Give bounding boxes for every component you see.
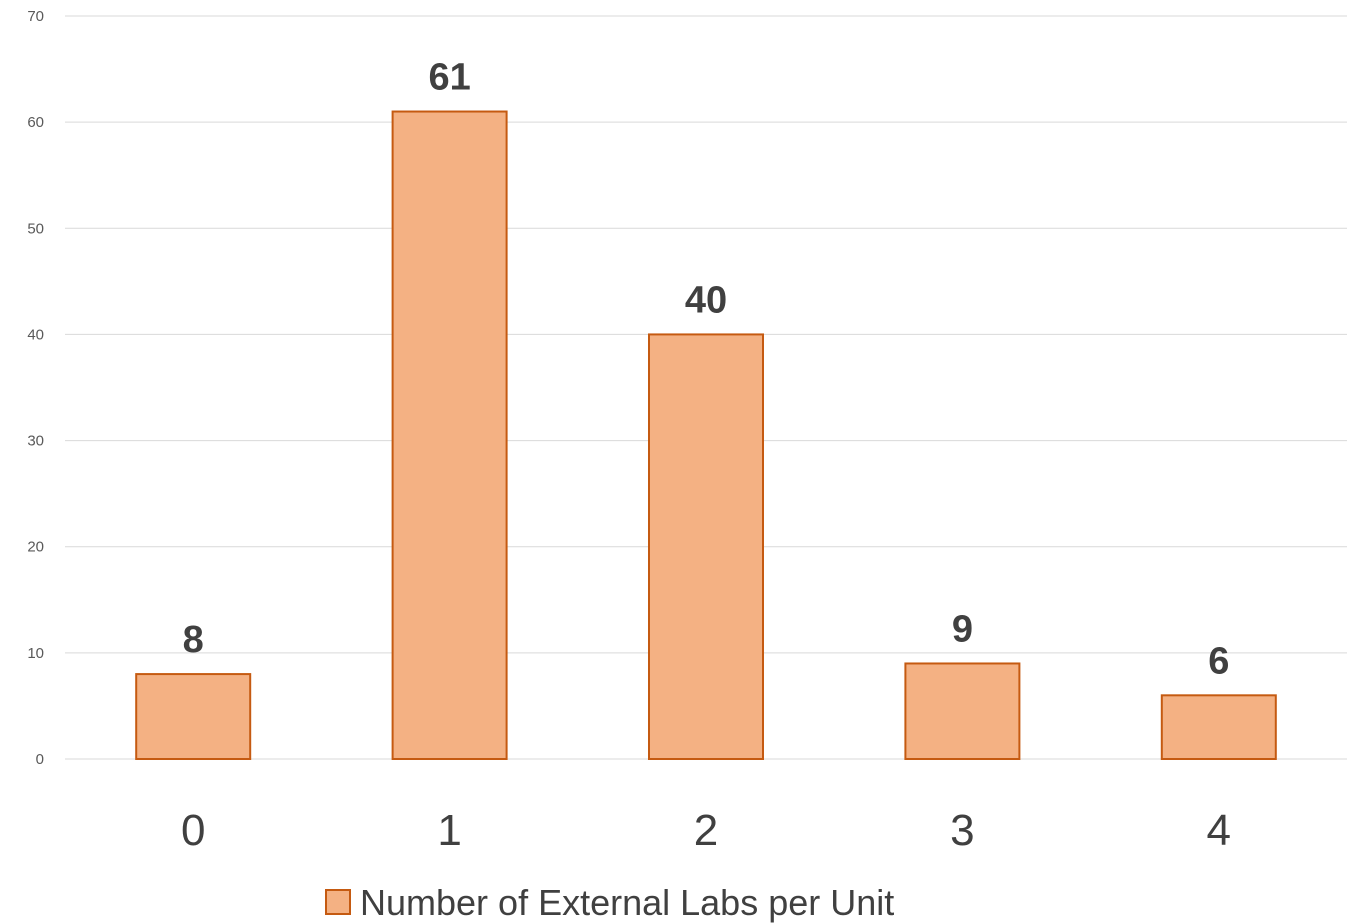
y-axis-ticks: 0 10 20 30 40 50 60 70: [27, 8, 44, 768]
x-tick-label: 2: [694, 806, 718, 855]
x-tick-label: 3: [950, 806, 974, 855]
x-axis-ticks: 0 1 2 3 4: [181, 806, 1231, 855]
legend-swatch: [325, 889, 351, 915]
y-tick-label: 40: [27, 326, 44, 343]
y-tick-label: 50: [27, 220, 44, 237]
y-tick-label: 30: [27, 433, 44, 450]
bars: [135, 110, 1277, 761]
x-tick-label: 1: [437, 806, 461, 855]
legend-label: Number of External Labs per Unit: [360, 882, 894, 923]
bar: [648, 333, 764, 760]
data-label: 8: [183, 619, 204, 661]
y-tick-label: 60: [27, 114, 44, 131]
x-tick-label: 4: [1207, 806, 1231, 855]
bar: [135, 673, 252, 760]
y-tick-label: 20: [27, 539, 44, 556]
bar: [1160, 694, 1277, 760]
y-tick-label: 10: [27, 645, 44, 662]
bar: [904, 662, 1021, 761]
data-label: 9: [952, 608, 973, 650]
data-label: 61: [428, 57, 470, 99]
bar: [391, 110, 508, 761]
data-label: 6: [1208, 640, 1229, 682]
y-tick-label: 0: [36, 751, 44, 768]
x-tick-label: 0: [181, 806, 205, 855]
data-label: 40: [685, 279, 727, 321]
data-labels: 8 61 40 9 6: [183, 57, 1230, 683]
y-tick-label: 70: [27, 8, 44, 25]
legend: Number of External Labs per Unit: [325, 882, 894, 923]
